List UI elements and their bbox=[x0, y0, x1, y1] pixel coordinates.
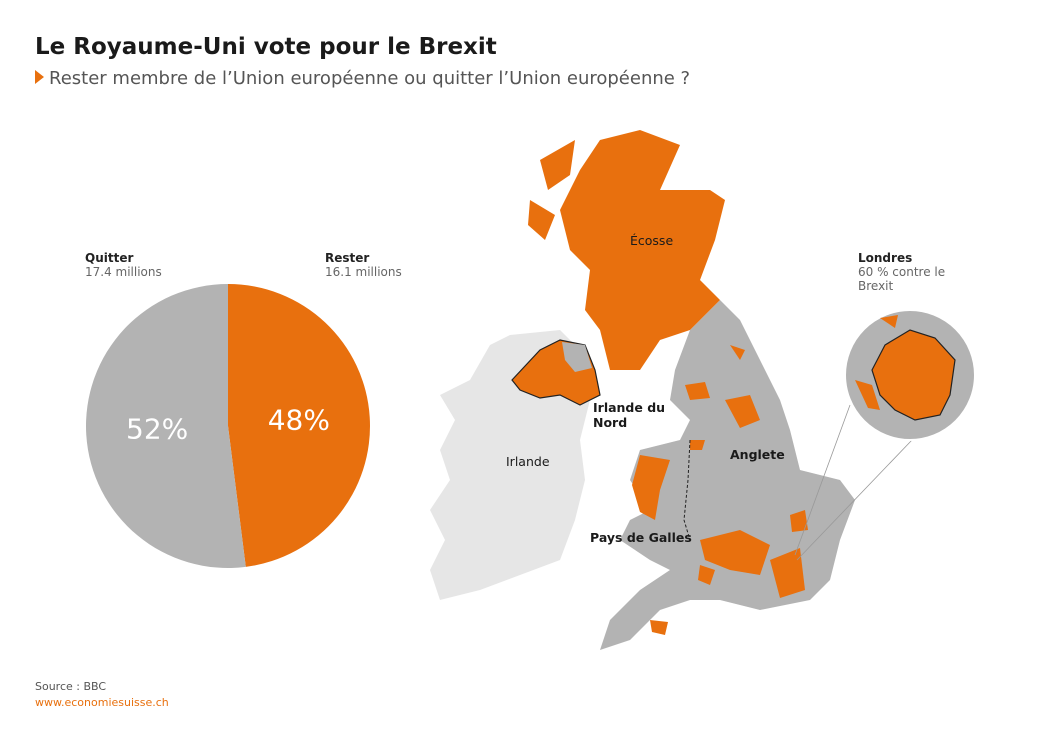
pie-slice bbox=[86, 284, 246, 568]
legend-remain: Rester 16.1 millions bbox=[325, 251, 402, 279]
category-detail: 16.1 millions bbox=[325, 265, 402, 279]
inset-connector bbox=[796, 439, 913, 561]
url: www.economiesuisse.ch bbox=[35, 696, 169, 709]
legend-leave: Quitter 17.4 millions bbox=[85, 251, 162, 279]
map-label: Anglete bbox=[730, 447, 785, 462]
source: Source : BBC bbox=[35, 680, 107, 693]
northern-ireland-leave bbox=[562, 342, 592, 372]
london-surroundings bbox=[855, 315, 898, 410]
inset-note: 60 % contre le Brexit bbox=[858, 265, 946, 293]
subtitle: Rester membre de l’Union européenne ou q… bbox=[35, 68, 690, 89]
map-label: Écosse bbox=[630, 233, 674, 248]
border bbox=[683, 439, 691, 541]
pie-slice bbox=[228, 284, 371, 567]
value-label: 52% bbox=[126, 412, 188, 445]
map-label: Irlande bbox=[506, 454, 550, 469]
title: Le Royaume-Uni vote pour le Brexit bbox=[35, 34, 497, 60]
category-label: Rester bbox=[325, 251, 370, 265]
remain-areas bbox=[632, 345, 808, 635]
category-detail: 17.4 millions bbox=[85, 265, 162, 279]
category-label: Quitter bbox=[85, 251, 134, 265]
inset-connector bbox=[794, 404, 851, 556]
map-label: Pays de Galles bbox=[590, 530, 692, 545]
map-label: Irlande du Nord bbox=[593, 400, 666, 430]
map bbox=[430, 130, 976, 650]
inset-label: Londres 60 % contre le Brexit bbox=[858, 251, 958, 293]
ireland bbox=[430, 330, 590, 600]
london-remain bbox=[871, 329, 956, 421]
inset-title: Londres bbox=[858, 251, 913, 265]
value-label: 48% bbox=[268, 404, 330, 437]
scotland bbox=[560, 130, 725, 370]
scotland-islands bbox=[528, 140, 575, 240]
